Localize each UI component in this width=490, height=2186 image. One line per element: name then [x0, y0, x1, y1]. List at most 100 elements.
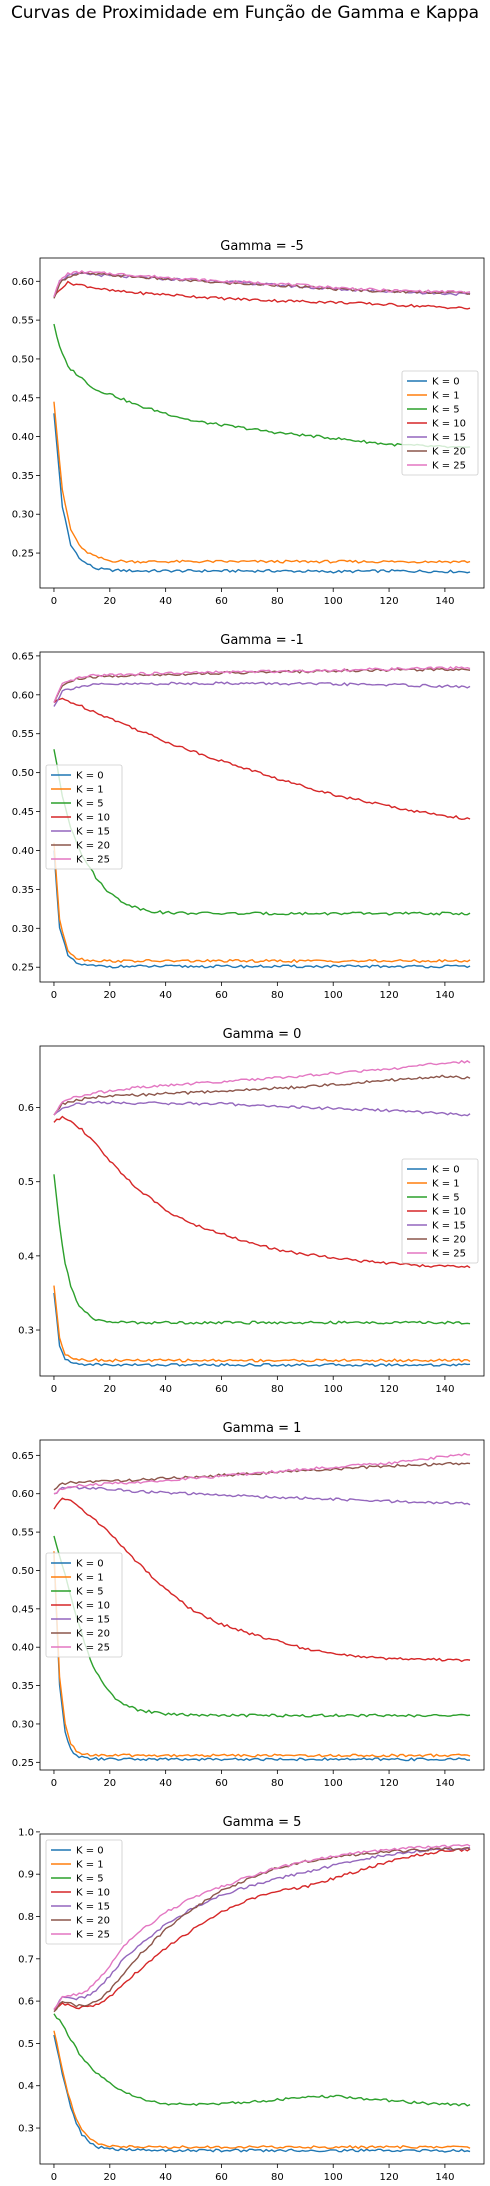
legend-box [45, 764, 123, 870]
series-line-k5 [53, 749, 471, 916]
x-tick-label: 80 [271, 1778, 284, 1789]
legend-box [401, 1158, 479, 1264]
x-tick-label: 140 [435, 2172, 454, 2183]
legend: K = 0 K = 1 K = 5 K = 10 K = 15 K = 20 K = 25 [45, 1839, 123, 1945]
series-line-k5 [53, 323, 471, 449]
legend-entry: K = 10 [432, 1207, 466, 1218]
legend-entry: K = 15 [76, 1615, 110, 1626]
series-line-k25 [53, 1843, 471, 2010]
y-tick-label: 0.35 [12, 471, 34, 482]
chart-panel-5: Gamma = 5 0 20 40 60 80 100 120 140 0.3 0.4 0.5 0.6 0… [18, 1815, 485, 2183]
x-tick-label: 120 [380, 2172, 399, 2183]
x-tick-label: 140 [435, 990, 454, 1001]
axes-frame [39, 257, 485, 589]
legend-entry: K = 0 [76, 771, 104, 782]
series-line-k10 [53, 1497, 471, 1663]
legend-box [45, 1839, 123, 1945]
panel-title: Gamma = 1 [223, 1421, 302, 1436]
series-line-k5 [53, 1174, 471, 1325]
axes-frame [39, 1045, 485, 1377]
legend-entry: K = 10 [76, 1601, 110, 1612]
panel-title: Gamma = 5 [223, 1815, 302, 1830]
legend-entry: K = 25 [76, 1930, 110, 1941]
axes-frame [39, 1833, 485, 2165]
x-tick-label: 100 [324, 1778, 343, 1789]
x-tick-label: 120 [380, 990, 399, 1001]
legend-entry: K = 0 [76, 1559, 104, 1570]
series-line-k25 [53, 665, 471, 703]
y-tick-label: 0.45 [12, 807, 34, 818]
legend-entry: K = 20 [432, 447, 466, 458]
series-line-k20 [53, 1461, 471, 1491]
series-line-k15 [53, 681, 471, 707]
series-line-k0 [53, 2034, 471, 2153]
axes-frame [39, 1439, 485, 1771]
x-tick-label: 0 [51, 2172, 57, 2183]
legend-entry: K = 5 [432, 405, 460, 416]
series-line-k1 [53, 1285, 471, 1363]
y-tick-label: 0.65 [12, 651, 34, 662]
y-tick-label: 0.6 [18, 1997, 34, 2008]
x-tick-label: 40 [159, 596, 172, 607]
series-line-k1 [53, 401, 471, 564]
y-tick-label: 0.45 [12, 393, 34, 404]
x-tick-label: 60 [215, 596, 228, 607]
y-tick-label: 0.40 [12, 1643, 34, 1654]
legend-entry: K = 1 [76, 1860, 104, 1871]
x-tick-label: 0 [51, 596, 57, 607]
x-tick-label: 60 [215, 990, 228, 1001]
series-line-k0 [53, 1292, 471, 1367]
legend-box [401, 370, 479, 476]
x-tick-label: 20 [103, 990, 116, 1001]
legend-entry: K = 20 [432, 1235, 466, 1246]
x-tick-label: 140 [435, 596, 454, 607]
series-line-k0 [53, 1555, 471, 1762]
y-tick-label: 0.3 [18, 1326, 34, 1337]
axes-frame [39, 651, 485, 983]
legend-entry: K = 0 [76, 1846, 104, 1857]
x-tick-label: 20 [103, 1778, 116, 1789]
legend-entry: K = 20 [76, 1916, 110, 1927]
chart-panel-3: Gamma = 0 0 20 40 60 80 100 120 140 0.3 0.4 0.5 0.6 K… [18, 1027, 485, 1395]
y-tick-label: 0.4 [18, 1251, 34, 1262]
y-tick-label: 0.5 [18, 1177, 34, 1188]
series-line-k15 [53, 1100, 471, 1117]
x-tick-label: 80 [271, 2172, 284, 2183]
legend-entry: K = 15 [76, 827, 110, 838]
series-line-k1 [53, 842, 471, 964]
series-line-k15 [53, 1846, 471, 2011]
y-tick-label: 0.25 [12, 1758, 34, 1769]
y-tick-label: 0.8 [18, 1912, 34, 1923]
x-tick-label: 20 [103, 596, 116, 607]
legend-entry: K = 20 [76, 1629, 110, 1640]
y-tick-label: 0.5 [18, 2039, 34, 2050]
chart-panel-1: Gamma = -5 0 20 40 60 80 100 120 140 0.25 0.30 0.35… [12, 239, 485, 607]
x-tick-label: 0 [51, 1384, 57, 1395]
series-line-k25 [53, 1059, 471, 1116]
y-tick-label: 0.25 [12, 963, 34, 974]
series-line-k10 [53, 1115, 471, 1269]
panel-title: Gamma = -5 [220, 239, 303, 254]
y-tick-label: 0.7 [18, 1954, 34, 1965]
y-tick-label: 0.65 [12, 1451, 34, 1462]
series-line-k10 [53, 1848, 471, 2011]
series-line-k25 [53, 1452, 471, 1495]
legend-entry: K = 1 [76, 1573, 104, 1584]
chart-panel-4: Gamma = 1 0 20 40 60 80 100 120 140 0.25 0.30 0.35 0… [12, 1421, 485, 1789]
x-tick-label: 140 [435, 1384, 454, 1395]
x-tick-label: 60 [215, 1778, 228, 1789]
y-tick-label: 0.45 [12, 1604, 34, 1615]
figure-title: Curvas de Proximidade em Função de Gamma… [10, 3, 480, 23]
x-tick-label: 100 [324, 990, 343, 1001]
y-tick-label: 0.30 [12, 510, 34, 521]
y-tick-label: 0.55 [12, 1528, 34, 1539]
x-tick-label: 80 [271, 990, 284, 1001]
y-tick-label: 0.6 [18, 1103, 34, 1114]
y-tick-label: 0.55 [12, 316, 34, 327]
x-tick-label: 120 [380, 596, 399, 607]
x-tick-label: 0 [51, 990, 57, 1001]
series-line-k1 [53, 1551, 471, 1758]
y-tick-label: 0.60 [12, 690, 34, 701]
x-tick-label: 40 [159, 1384, 172, 1395]
